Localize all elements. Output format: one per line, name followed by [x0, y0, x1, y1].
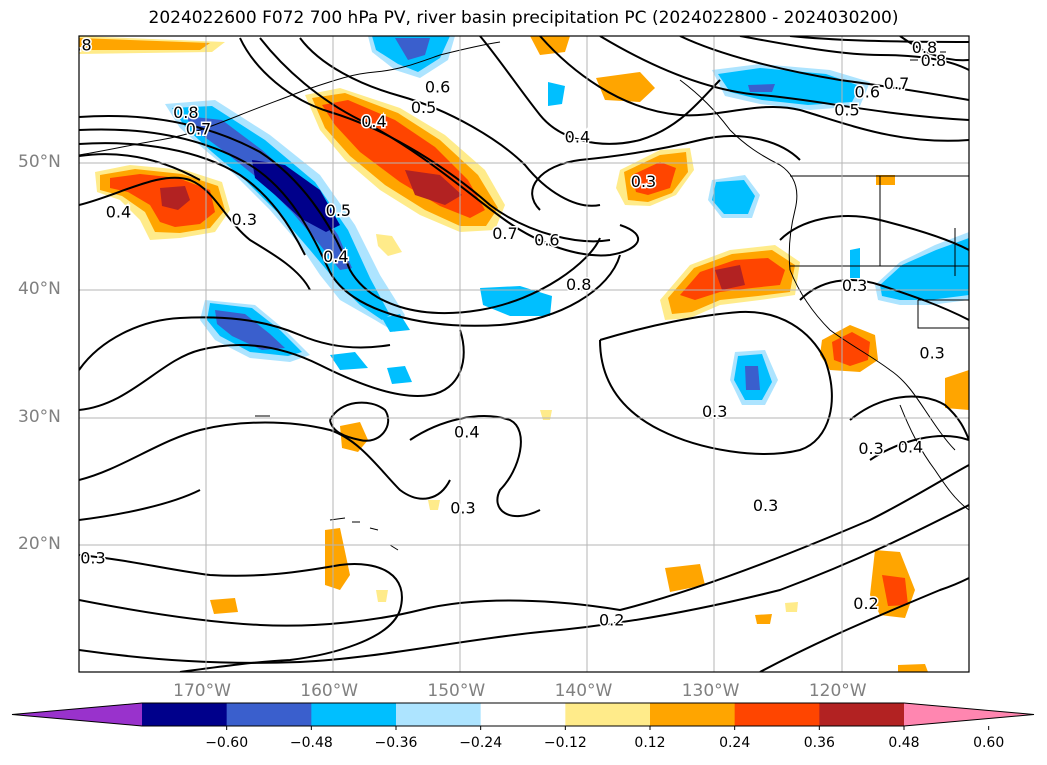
contour-label: 0.3	[631, 172, 656, 191]
colorbar	[11, 702, 1035, 730]
longitude-label: 120°W	[808, 681, 867, 701]
colorbar-tick-label: −0.12	[543, 735, 587, 751]
contour-label: 0.2	[599, 611, 624, 630]
contour-label: 0.3	[842, 276, 867, 295]
longitude-label: 140°W	[554, 681, 613, 701]
colorbar-bin	[734, 703, 820, 726]
contour-label: 0.4	[323, 247, 348, 266]
map-panel: 0.80.60.50.80.7 0.40.40.30.4 0.3 0.50.40.7 0…	[66, 35, 970, 673]
colorbar-bin	[142, 703, 228, 726]
contour-label: 0.4	[565, 127, 590, 146]
latitude-label: 50°N	[18, 152, 61, 173]
colorbar-extend-low	[12, 703, 142, 726]
contour-label: 0.2	[853, 594, 878, 613]
coastlines	[79, 41, 969, 551]
contour-label: 0.4	[361, 112, 386, 131]
colorbar-extend-high	[904, 703, 1034, 726]
contour-label: 0.3	[919, 344, 944, 363]
colorbar-bin	[311, 703, 397, 726]
contour-label: 0.8	[912, 38, 937, 57]
contour-label: 0.4	[106, 202, 131, 221]
contour-label: 0.3	[753, 496, 778, 515]
contour-label: 0.5	[326, 201, 351, 220]
colorbar-tick-label: 0.12	[634, 735, 666, 751]
colorbar-tick-label: 0.60	[973, 735, 1005, 751]
contour-label: 0.8	[66, 36, 91, 55]
contour-label: 0.5	[411, 98, 436, 117]
colorbar-tick-label: −0.24	[459, 735, 503, 751]
colorbar-tick-label: −0.60	[205, 735, 249, 751]
colorbar-tick-label: −0.36	[374, 735, 418, 751]
precipitation-shading	[79, 36, 969, 672]
contour-label: 0.6	[425, 78, 450, 97]
contour-label: 0.6	[855, 83, 880, 102]
colorbar-bin	[226, 703, 312, 726]
longitude-label: 170°W	[173, 681, 231, 701]
contour-label-group: 0.80.60.50.80.7 0.40.40.30.4 0.3 0.50.40.7 0…	[66, 36, 948, 631]
longitude-label: 160°W	[300, 681, 359, 701]
contour-label: 0.5	[834, 101, 859, 120]
contour-label: 0.3	[450, 499, 475, 518]
contour-label: 0.8	[921, 51, 946, 70]
map-frame	[78, 35, 970, 673]
latitude-label: 30°N	[18, 406, 61, 427]
contour-label: 0.7	[884, 74, 909, 93]
contour-label: 0.3	[702, 402, 727, 421]
contour-label: 0.7	[186, 120, 211, 139]
colorbar-outline	[11, 702, 1035, 727]
contour-label: 0.4	[454, 422, 479, 441]
colorbar-bin	[650, 703, 736, 726]
pv-contours	[79, 36, 969, 672]
colorbar-tick-label: 0.36	[803, 735, 835, 751]
gridlines	[79, 36, 969, 672]
contour-label: 0.3	[858, 439, 883, 458]
colorbar-tick-label: 0.48	[888, 735, 920, 751]
contour-label: 0.7	[492, 224, 517, 243]
colorbar-tick-label: −0.48	[289, 735, 333, 751]
contour-label: 0.8	[566, 275, 591, 294]
contour-label: 0.3	[232, 210, 257, 229]
contour-label: 0.3	[80, 548, 105, 567]
colorbar-bin	[819, 703, 905, 726]
colorbar-tick-label: 0.24	[719, 735, 751, 751]
colorbar-bin	[480, 703, 566, 726]
colorbar-bin	[565, 703, 651, 726]
contour-label: 0.8	[173, 103, 198, 122]
contour-label: 0.4	[898, 438, 923, 457]
latitude-label: 40°N	[18, 279, 61, 300]
contour-label: 0.6	[534, 230, 559, 249]
longitude-label: 130°W	[681, 681, 740, 701]
colorbar-bin	[396, 703, 482, 726]
longitude-label: 150°W	[427, 681, 486, 701]
latitude-label: 20°N	[18, 533, 61, 554]
chart-title: 2024022600 F072 700 hPa PV, river basin …	[148, 8, 899, 28]
